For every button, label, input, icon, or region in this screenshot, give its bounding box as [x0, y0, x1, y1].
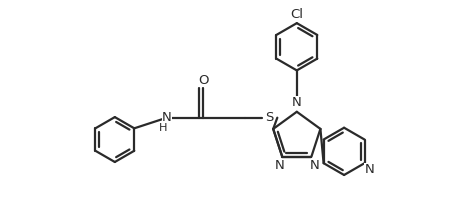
Text: O: O — [198, 74, 209, 87]
Text: N: N — [309, 159, 319, 172]
Text: N: N — [364, 163, 374, 176]
Text: N: N — [292, 96, 302, 109]
Text: N: N — [162, 111, 171, 124]
Text: N: N — [274, 159, 284, 172]
Text: S: S — [266, 111, 274, 124]
Text: H: H — [158, 123, 167, 133]
Text: Cl: Cl — [290, 8, 303, 21]
